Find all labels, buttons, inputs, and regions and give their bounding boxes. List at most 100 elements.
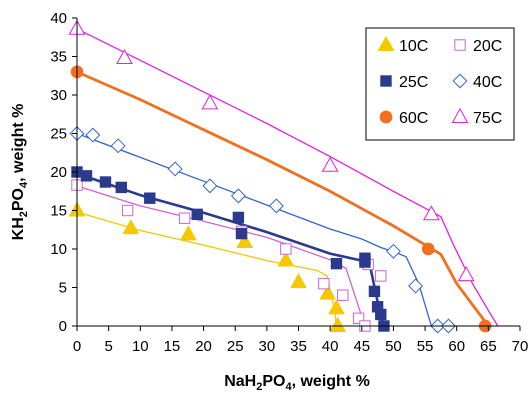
y-axis-title-sub1: 2 — [18, 211, 30, 217]
data-point-20c — [121, 204, 134, 217]
x-tick-label: 10 — [132, 338, 149, 355]
series-points-75c — [68, 19, 475, 282]
legend-marker-20c — [454, 39, 466, 51]
y-tick-label: 35 — [50, 49, 67, 66]
y-tick-label: 20 — [50, 164, 67, 181]
legend-marker-10c — [377, 35, 395, 51]
legend-label-10c: 10C — [399, 38, 428, 55]
data-point-25c — [368, 285, 381, 298]
data-point-40c — [110, 138, 126, 154]
tick-labels: 0 5 10 15 20 25 30 35 40 0 5 10 15 20 25 30 35 40 45 50 55 60… — [50, 10, 528, 355]
legend-marker-40c — [452, 73, 468, 89]
x-axis-title-mid: PO — [262, 373, 285, 390]
y-tick-label: 30 — [50, 87, 67, 104]
x-tick-label: 25 — [227, 338, 244, 355]
data-point-25c — [330, 257, 343, 270]
y-tick-label: 40 — [50, 10, 67, 27]
data-point-20c — [178, 212, 191, 224]
data-point-40c — [167, 161, 183, 177]
x-tick-label: 45 — [353, 338, 370, 355]
data-point-75c — [457, 266, 475, 282]
data-point-75c — [423, 205, 440, 221]
data-point-25c — [144, 192, 156, 204]
data-point-60c — [421, 242, 435, 256]
series-points-10c — [68, 201, 347, 332]
y-tick-label: 25 — [50, 126, 67, 143]
legend-marker-75c — [451, 107, 469, 123]
y-axis-title-mid: PO — [10, 188, 27, 211]
legend-label-25c: 25C — [399, 74, 428, 91]
data-point-10c — [277, 251, 295, 267]
y-axis-title: KH2PO4, weight % — [10, 104, 30, 241]
data-point-10c — [179, 225, 197, 241]
data-point-75c — [116, 48, 133, 64]
legend: 10C 20C 25C 40C 60C 75C — [365, 27, 515, 141]
legend-label-20c: 20C — [473, 38, 502, 55]
x-tick-label: 5 — [104, 338, 112, 355]
data-point-40c — [408, 278, 424, 294]
x-tick-label: 30 — [259, 338, 276, 355]
data-point-40c — [202, 178, 218, 194]
legend-marker-25c — [380, 75, 392, 87]
data-point-20c — [280, 243, 292, 255]
x-axis-title-tail: , weight % — [292, 373, 370, 390]
data-point-40c — [268, 198, 284, 214]
data-point-25c — [232, 211, 245, 224]
data-point-75c — [201, 94, 219, 110]
data-point-25c — [115, 181, 127, 194]
data-point-10c — [319, 284, 337, 300]
axes — [72, 17, 521, 331]
legend-label-40c: 40C — [473, 74, 502, 91]
series-line-20c — [76, 185, 366, 327]
legend-marker-60c — [379, 110, 393, 124]
data-point-20c — [318, 277, 330, 290]
data-point-25c — [191, 208, 203, 221]
y-tick-label: 5 — [59, 280, 67, 297]
x-tick-label: 0 — [73, 338, 81, 355]
y-tick-label: 0 — [59, 318, 67, 335]
data-point-25c — [359, 256, 371, 268]
x-tick-label: 40 — [322, 338, 339, 355]
data-point-75c — [321, 156, 339, 172]
x-tick-label: 35 — [290, 338, 307, 355]
y-axis-title-main: KH — [10, 217, 27, 240]
x-tick-label: 65 — [480, 338, 497, 355]
data-point-10c — [290, 273, 307, 289]
series-line-75c — [76, 28, 499, 327]
series-line-10c — [76, 211, 338, 327]
series-points-40c — [69, 126, 456, 334]
data-point-10c — [236, 232, 254, 249]
data-point-25c — [235, 227, 248, 240]
legend-label-60c: 60C — [399, 110, 428, 127]
y-axis-title-sub2: 4 — [18, 181, 30, 188]
data-point-20c — [352, 312, 365, 325]
series-line-40c — [76, 132, 433, 327]
data-point-10c — [329, 316, 347, 332]
data-point-20c — [337, 289, 349, 301]
data-point-10c — [122, 219, 140, 235]
x-tick-label: 20 — [195, 338, 212, 355]
data-point-40c — [230, 188, 246, 204]
y-tick-label: 15 — [50, 203, 67, 220]
x-tick-label: 70 — [512, 338, 529, 355]
x-axis-title-sub2: 4 — [285, 381, 292, 393]
x-axis-title-main: NaH — [224, 373, 256, 390]
data-point-25c — [375, 308, 387, 321]
legend-label-75c: 75C — [473, 110, 502, 127]
x-tick-label: 60 — [448, 338, 465, 355]
x-tick-label: 15 — [164, 338, 181, 355]
data-point-10c — [328, 299, 345, 315]
x-tick-label: 55 — [417, 338, 434, 355]
series-line-60c — [76, 70, 490, 327]
x-tick-label: 50 — [385, 338, 402, 355]
x-axis-title: NaH2PO4, weight % — [224, 373, 370, 393]
data-point-40c — [385, 243, 401, 259]
data-point-25c — [80, 170, 93, 182]
y-tick-label: 10 — [50, 241, 67, 258]
data-point-25c — [99, 176, 112, 188]
y-axis-title-tail: , weight % — [10, 104, 27, 182]
data-point-40c — [85, 127, 101, 143]
x-axis-title-sub1: 2 — [256, 381, 262, 393]
data-point-20c — [375, 270, 387, 282]
